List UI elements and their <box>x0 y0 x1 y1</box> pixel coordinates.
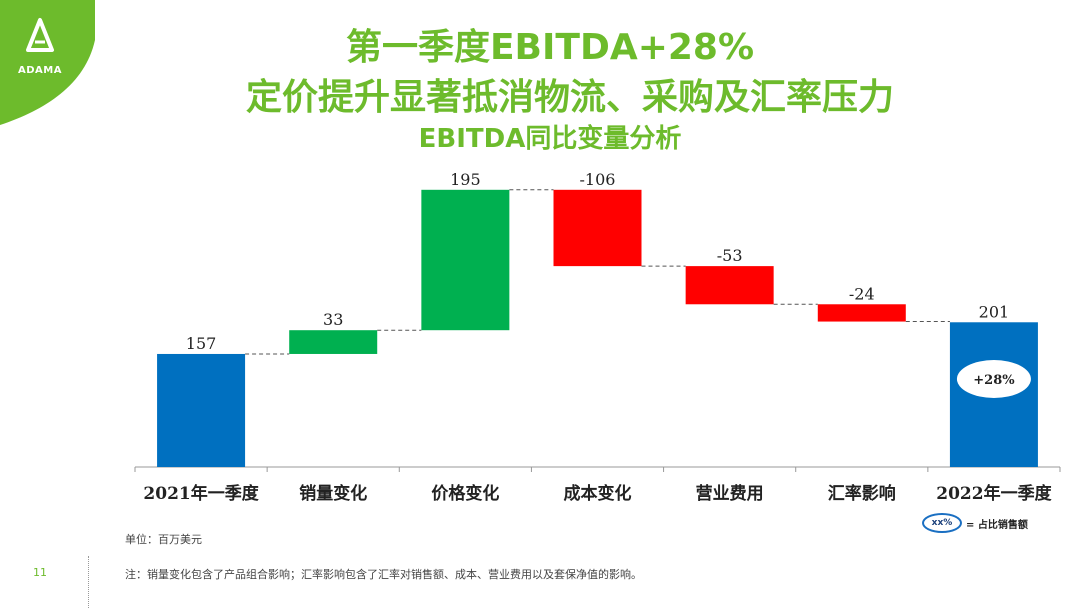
category-label: 销量变化 <box>299 483 367 504</box>
footnote: 注：销量变化包含了产品组合影响；汇率影响包含了汇率对销售额、成本、营业费用以及套… <box>125 568 642 581</box>
data-label: -53 <box>717 246 743 265</box>
category-label: 汇率影响 <box>828 483 896 504</box>
adama-logo-corner <box>0 0 95 125</box>
page-number: 11 <box>33 566 47 579</box>
data-label: 195 <box>450 170 481 189</box>
ebitda-waterfall-chart: 157 2021年一季度 33 销量变化 195 价格变化 -106 成本变化 -53 营业费用 -… <box>134 170 1061 504</box>
category-label: 营业费用 <box>696 483 764 504</box>
bar-increase <box>421 189 510 331</box>
legend: xx% = 占比销售额 <box>922 513 1028 533</box>
category-label: 成本变化 <box>564 483 632 504</box>
logo-text: ADAMA <box>18 65 62 76</box>
legend-text: = 占比销售额 <box>966 519 1028 531</box>
title-line-2: 定价提升显著抵消物流、采购及汇率压力 <box>245 77 894 118</box>
title-line-1: 第一季度EBITDA+28% <box>345 27 755 68</box>
title-line-3: EBITDA同比变量分析 <box>418 124 682 154</box>
unit-label: 单位：百万美元 <box>125 533 202 546</box>
bar-decrease <box>685 266 774 305</box>
bar-increase <box>289 330 378 354</box>
footer-divider <box>88 556 89 608</box>
bar-total <box>157 353 246 467</box>
data-label: 201 <box>979 302 1010 321</box>
category-label: 价格变化 <box>431 483 499 504</box>
category-label: 2021年一季度 <box>143 483 259 504</box>
data-label: 157 <box>186 334 217 353</box>
legend-oval: xx% <box>922 513 962 533</box>
bar-decrease <box>553 189 642 267</box>
category-label: 2022年一季度 <box>936 483 1052 504</box>
data-label: 33 <box>323 310 343 329</box>
bar-decrease <box>817 304 906 322</box>
data-label: -24 <box>849 284 875 303</box>
growth-annotation-oval <box>956 360 1031 398</box>
growth-annotation-text: +28% <box>973 373 1015 388</box>
adama-logo-mark <box>26 18 54 52</box>
data-label: -106 <box>580 170 616 189</box>
